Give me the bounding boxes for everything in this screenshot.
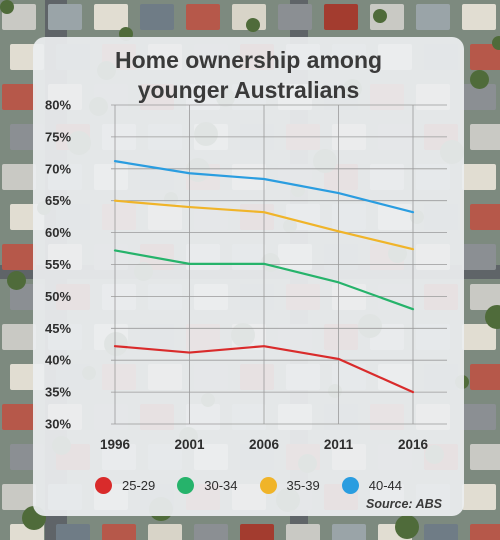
legend-item-40-44: 40-44 (341, 477, 402, 494)
chart-card: Home ownership among younger Australians… (33, 37, 464, 516)
y-tick-label: 30% (45, 417, 71, 432)
series-line-30-34 (113, 249, 415, 311)
x-tick-label: 1996 (100, 437, 131, 452)
series-line-40-44 (113, 160, 415, 214)
legend-dot-icon (341, 477, 359, 494)
chart-title-line-2: younger Australians (137, 77, 360, 103)
x-tick-label: 2006 (249, 437, 280, 452)
y-tick-label: 50% (45, 289, 71, 304)
legend-label: 35-39 (286, 478, 320, 493)
legend-dot-icon (259, 477, 277, 494)
x-tick-label: 2016 (398, 437, 429, 452)
x-tick-label: 2011 (324, 437, 354, 452)
y-tick-label: 40% (45, 353, 71, 368)
legend-label: 30-34 (204, 478, 238, 493)
y-tick-label: 35% (45, 385, 71, 400)
legend-dot-icon (177, 477, 195, 494)
line-chart: 30% 35% 40% 45% 50% 55% 60% 65% 70% 75% 80% 1996 200… (45, 98, 447, 452)
y-tick-label: 70% (45, 161, 71, 176)
x-tick-label: 2001 (174, 437, 205, 452)
legend-item-35-39: 35-39 (259, 477, 320, 494)
y-tick-label: 65% (45, 193, 71, 208)
y-tick-label: 55% (45, 257, 71, 272)
source-note: Source: ABS (366, 497, 442, 511)
legend-label: 25-29 (122, 478, 156, 493)
chart-legend: 25-29 30-34 35-39 40-44 (33, 477, 464, 494)
series-line-25-29 (113, 345, 415, 394)
y-tick-label: 45% (45, 321, 71, 336)
y-tick-label: 80% (45, 98, 71, 113)
y-tick-label: 60% (45, 225, 71, 240)
legend-item-30-34: 30-34 (177, 477, 238, 494)
legend-dot-icon (95, 477, 112, 494)
y-tick-label: 75% (45, 129, 71, 144)
series-line-35-39 (113, 199, 415, 251)
chart-title: Home ownership among younger Australians (33, 45, 464, 105)
chart-title-line-1: Home ownership among (114, 47, 383, 73)
legend-item-25-29: 25-29 (95, 477, 155, 494)
legend-label: 40-44 (368, 478, 402, 493)
